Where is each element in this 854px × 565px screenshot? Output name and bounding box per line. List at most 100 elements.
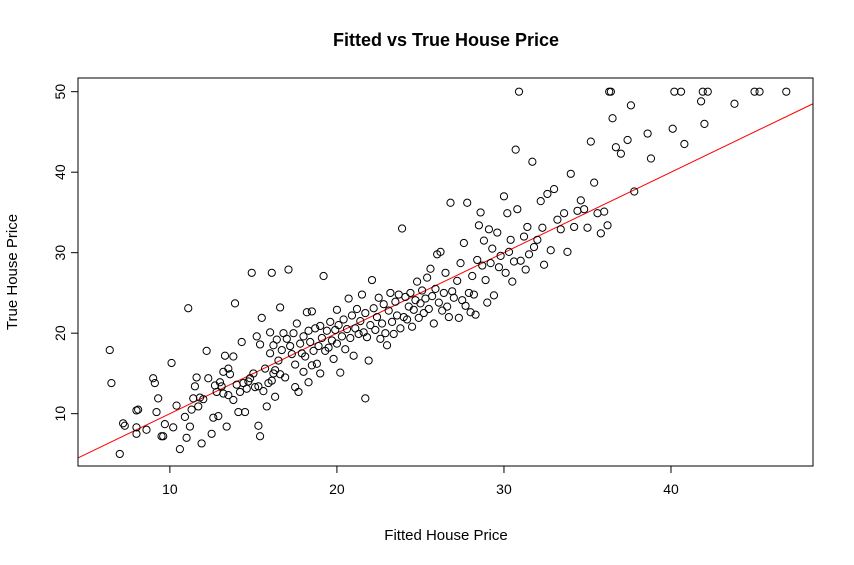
data-point — [209, 413, 218, 422]
data-point — [369, 304, 378, 313]
data-point — [134, 405, 143, 414]
data-point — [509, 257, 519, 266]
data-point — [219, 389, 228, 398]
data-point — [474, 221, 484, 230]
data-point — [493, 228, 502, 237]
data-point — [362, 333, 372, 342]
data-point — [456, 259, 465, 268]
data-point — [224, 391, 233, 400]
data-point — [240, 407, 250, 417]
points-layer — [105, 87, 791, 459]
data-point — [292, 319, 301, 328]
data-point — [336, 368, 345, 377]
y-tick-label: 30 — [52, 245, 68, 261]
data-point — [169, 423, 178, 432]
data-point — [438, 306, 447, 315]
data-point — [120, 421, 129, 430]
x-tick-label: 10 — [162, 481, 178, 497]
reference-line-layer — [77, 103, 814, 459]
data-point — [421, 294, 430, 303]
data-point — [499, 192, 509, 201]
data-point — [154, 394, 163, 403]
data-point — [698, 87, 707, 96]
data-point — [454, 313, 463, 322]
data-point — [473, 255, 482, 265]
data-point — [483, 298, 492, 307]
data-point — [521, 265, 530, 274]
data-point — [377, 319, 387, 328]
data-point — [259, 387, 268, 396]
data-point — [229, 395, 238, 405]
data-point — [267, 268, 276, 277]
data-point — [379, 300, 388, 309]
data-point — [501, 268, 510, 277]
data-point — [543, 189, 552, 199]
data-point — [341, 345, 350, 354]
data-point — [409, 305, 418, 314]
data-point — [366, 321, 375, 330]
data-point — [281, 373, 290, 382]
data-point — [680, 139, 689, 149]
data-point — [349, 351, 358, 360]
data-point — [105, 345, 114, 355]
data-point — [513, 205, 522, 214]
data-point — [314, 341, 323, 351]
data-point — [225, 370, 235, 379]
data-point — [755, 87, 764, 96]
data-point — [307, 361, 316, 370]
data-point — [468, 271, 477, 281]
data-point — [676, 87, 686, 96]
data-point — [476, 208, 485, 217]
data-point — [296, 339, 305, 348]
data-point — [282, 334, 291, 343]
data-point — [593, 209, 602, 218]
data-point — [394, 290, 403, 299]
data-point — [157, 432, 166, 441]
data-point — [580, 205, 589, 214]
data-point — [413, 277, 422, 286]
data-point — [484, 225, 494, 234]
data-point — [262, 402, 271, 411]
data-point — [469, 290, 478, 299]
data-point — [149, 374, 158, 383]
data-point — [603, 221, 612, 230]
data-point — [202, 346, 211, 355]
data-point — [586, 137, 595, 146]
data-point — [167, 358, 176, 368]
data-point — [207, 429, 216, 438]
data-point — [184, 304, 193, 313]
data-point — [354, 329, 363, 339]
data-point — [222, 422, 231, 431]
data-point — [516, 256, 525, 265]
data-point — [180, 412, 190, 421]
data-point — [533, 235, 542, 244]
data-point — [299, 367, 308, 376]
data-point — [528, 157, 537, 166]
data-point — [782, 87, 791, 96]
chart-title: Fitted vs True House Price — [333, 30, 559, 50]
data-point — [252, 332, 261, 341]
data-point — [466, 308, 475, 317]
data-point — [382, 341, 392, 350]
data-point — [347, 311, 357, 320]
data-point — [337, 332, 347, 341]
data-point — [428, 292, 437, 301]
data-point — [286, 341, 295, 351]
data-point — [254, 382, 263, 391]
data-point — [478, 261, 487, 270]
x-tick-label: 30 — [496, 481, 512, 497]
data-point — [237, 337, 246, 347]
data-point — [316, 369, 325, 378]
data-point — [392, 311, 402, 320]
data-point — [414, 313, 423, 322]
data-point — [431, 284, 440, 294]
data-point — [271, 366, 280, 375]
data-point — [446, 198, 455, 207]
data-point — [436, 247, 445, 256]
data-point — [608, 114, 617, 123]
data-point — [329, 354, 338, 364]
x-tick-label: 20 — [329, 481, 345, 497]
data-point — [396, 324, 405, 333]
data-point — [626, 101, 636, 110]
data-point — [361, 394, 370, 403]
